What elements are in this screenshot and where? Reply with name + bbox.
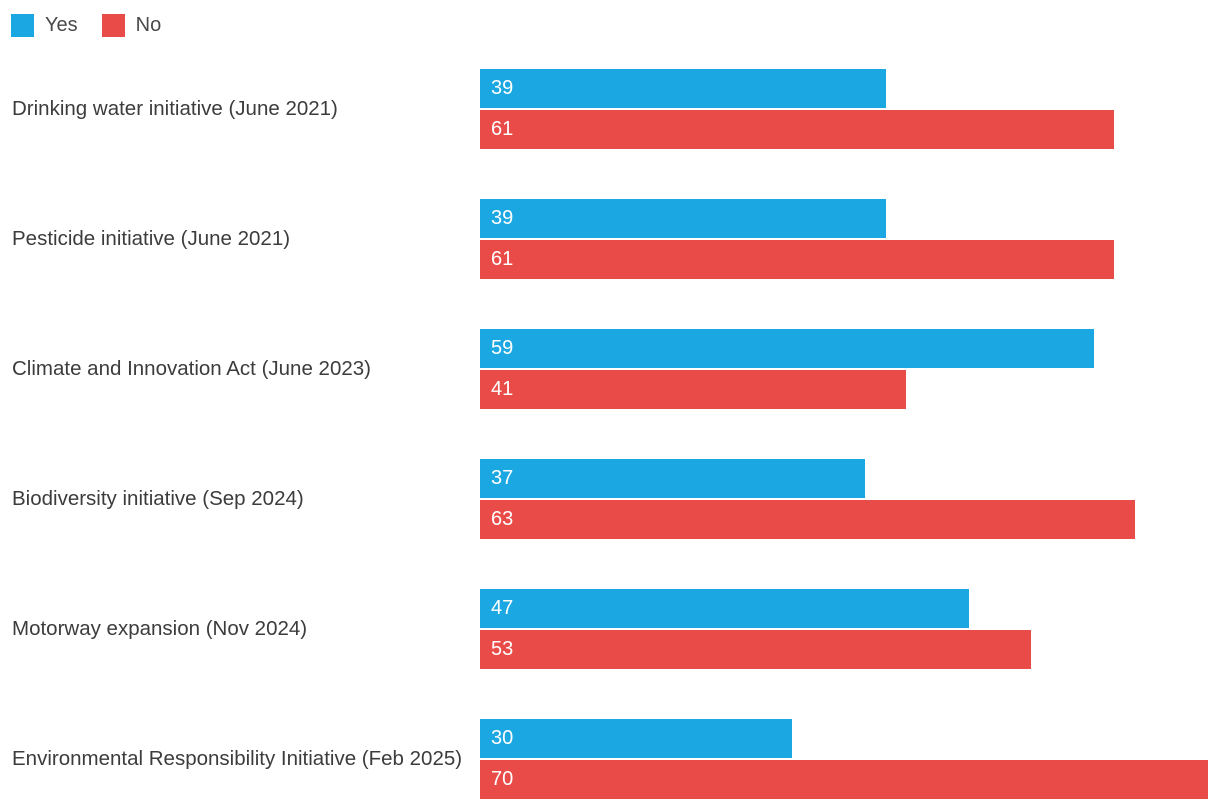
bar-pair: 30 70 [480,719,1208,799]
chart-row: Pesticide initiative (June 2021) 39 61 [0,199,1220,279]
yes-bar-value: 59 [491,337,514,359]
category-label: Motorway expansion (Nov 2024) [12,616,308,640]
legend-label-no: No [135,14,162,36]
chart-row: Motorway expansion (Nov 2024) 47 53 [0,589,1220,669]
legend-item-no: No [101,14,162,37]
chart-row: Climate and Innovation Act (June 2023) 5… [0,329,1220,409]
bar-pair: 47 53 [480,589,1031,669]
no-bar-value: 61 [491,248,514,270]
yes-bar: 39 [480,199,886,238]
yes-bar: 47 [480,589,969,628]
yes-bar-value: 39 [491,207,514,229]
no-bar-value: 61 [491,118,514,140]
category-label: Biodiversity initiative (Sep 2024) [12,486,304,510]
category-label: Drinking water initiative (June 2021) [12,96,338,120]
category-label: Climate and Innovation Act (June 2023) [12,356,371,380]
no-bar: 63 [480,500,1135,539]
category-label: Pesticide initiative (June 2021) [12,226,291,250]
legend-item-yes: Yes [11,14,78,37]
no-bar: 61 [480,110,1114,149]
no-bar-value: 53 [491,638,514,660]
chart-row: Biodiversity initiative (Sep 2024) 37 63 [0,459,1220,539]
no-bar-value: 63 [491,508,514,530]
yes-bar: 59 [480,329,1094,368]
no-bar: 41 [480,370,906,409]
yes-bar-value: 37 [491,467,514,489]
bar-pair: 59 41 [480,329,1094,409]
yes-bar: 30 [480,719,792,758]
yes-bar-value: 47 [491,597,514,619]
legend: Yes No [11,14,161,37]
no-bar: 61 [480,240,1114,279]
no-bar-value: 70 [491,768,514,790]
yes-bar: 39 [480,69,886,108]
yes-bar-value: 39 [491,77,514,99]
chart-row: Environmental Responsibility Initiative … [0,719,1220,799]
yes-bar: 37 [480,459,865,498]
yes-bar-value: 30 [491,727,514,749]
bar-pair: 37 63 [480,459,1135,539]
chart-row: Drinking water initiative (June 2021) 39… [0,69,1220,149]
category-label: Environmental Responsibility Initiative … [12,746,463,770]
yes-swatch-icon [11,14,34,37]
no-bar: 70 [480,760,1208,799]
bar-pair: 39 61 [480,199,1114,279]
no-bar: 53 [480,630,1031,669]
no-swatch-icon [101,14,125,37]
legend-label-yes: Yes [45,14,78,36]
no-bar-value: 41 [491,378,514,400]
bar-pair: 39 61 [480,69,1114,149]
